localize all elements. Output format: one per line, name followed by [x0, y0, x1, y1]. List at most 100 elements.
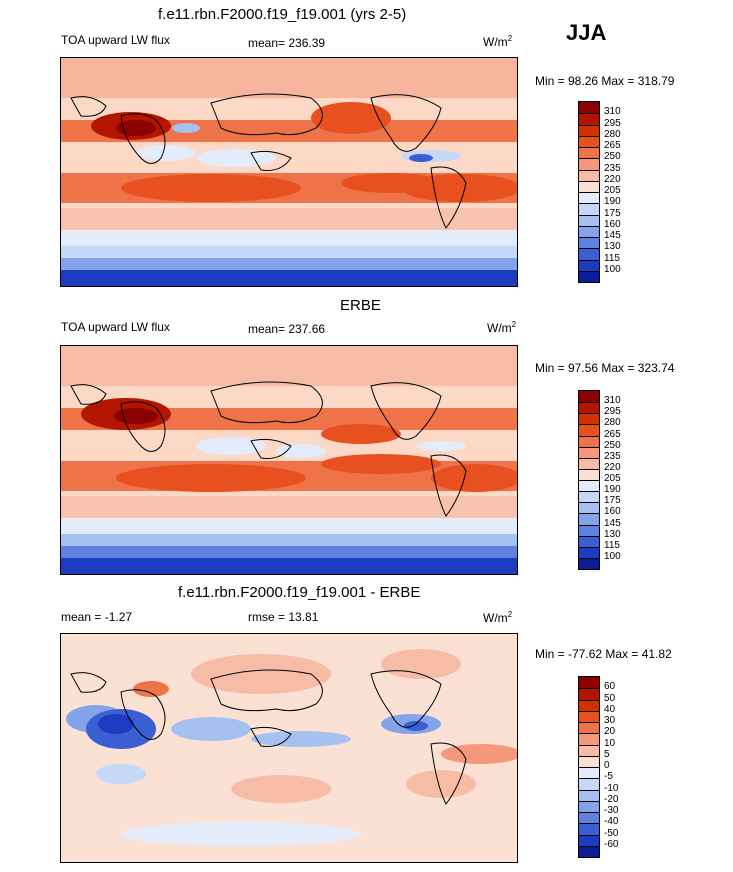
colorbar-tick-label: 310 [604, 106, 621, 118]
season-label: JJA [566, 20, 607, 45]
colorbar-box [579, 744, 599, 756]
colorbar-tick-label: 5 [604, 748, 610, 760]
colorbar-tick-label: 190 [604, 484, 621, 496]
colorbar-tick-label: 205 [604, 473, 621, 484]
panel3-minmax: Min = -77.62 Max = 41.82 [535, 647, 672, 661]
colorbar-box [579, 688, 599, 700]
colorbar-tick-label: 250 [604, 439, 621, 451]
panel2-variable-label: TOA upward LW flux [61, 320, 170, 334]
colorbar-tick-label: 265 [604, 140, 621, 151]
colorbar-tick-label: 145 [604, 517, 621, 529]
panel3-colorbar [578, 676, 600, 858]
colorbar-box [579, 435, 599, 447]
colorbar-tick-label: 220 [604, 173, 621, 185]
panel3-map [60, 633, 518, 863]
panel1-variable-label: TOA upward LW flux [61, 33, 170, 47]
colorbar-box [579, 135, 599, 147]
colorbar-tick-label: -60 [604, 838, 619, 850]
colorbar-tick-label: 10 [604, 737, 616, 749]
colorbar-tick-label: 40 [604, 703, 616, 715]
colorbar-box [579, 546, 599, 558]
colorbar-tick-label: 160 [604, 506, 621, 518]
colorbar-tick-label: 205 [604, 185, 621, 196]
colorbar-tick-label: -10 [604, 782, 619, 794]
colorbar-tick-label: 160 [604, 218, 621, 230]
colorbar-tick-label: 60 [604, 681, 616, 693]
colorbar-tick-label: 190 [604, 196, 621, 208]
colorbar-tick-label: -5 [604, 771, 613, 783]
colorbar-box [579, 789, 599, 801]
colorbar-tick-label: 20 [604, 726, 616, 738]
colorbar-box [579, 158, 599, 170]
colorbar-box [579, 710, 599, 722]
colorbar-tick-label: -50 [604, 827, 619, 839]
colorbar-box [579, 147, 599, 159]
colorbar-tick-label: 0 [604, 760, 610, 771]
colorbar-box [579, 491, 599, 503]
colorbar-tick-label: -20 [604, 793, 619, 805]
panel1-title: f.e11.rbn.F2000.f19_f19.001 (yrs 2-5) [158, 6, 407, 23]
colorbar-box [579, 778, 599, 790]
colorbar-tick-label: 115 [604, 539, 620, 551]
panel1-mean-label: mean= 236.39 [248, 36, 326, 50]
panel3-rmse-label: rmse = 13.81 [248, 610, 319, 624]
panel3-mean-label: mean = -1.27 [61, 610, 133, 624]
colorbar-tick-label: 295 [604, 117, 621, 129]
colorbar-box [579, 192, 599, 204]
colorbar-tick-label: 130 [604, 241, 621, 253]
colorbar-box [579, 203, 599, 215]
colorbar-box [579, 502, 599, 514]
panel1-map [60, 57, 518, 287]
colorbar-tick-label: 310 [604, 395, 621, 407]
panel1-minmax: Min = 98.26 Max = 318.79 [535, 74, 675, 88]
colorbar-box [579, 535, 599, 547]
colorbar-box [579, 800, 599, 812]
colorbar-tick-label: 100 [604, 263, 621, 275]
colorbar-tick-label: 175 [604, 207, 621, 219]
colorbar-box [579, 113, 599, 125]
colorbar-box [579, 845, 599, 857]
colorbar-box [579, 402, 599, 414]
colorbar-box [579, 557, 599, 569]
colorbar-box [579, 124, 599, 136]
colorbar-box [579, 413, 599, 425]
colorbar-box [579, 391, 599, 403]
colorbar-tick-label: 100 [604, 550, 621, 562]
panel2-map [60, 345, 518, 575]
colorbar-box [579, 480, 599, 492]
colorbar-box [579, 677, 599, 689]
panel1-colorbar [578, 101, 600, 283]
colorbar-box [579, 468, 599, 480]
colorbar-tick-label: 235 [604, 450, 621, 462]
colorbar-box [579, 457, 599, 469]
colorbar-box [579, 722, 599, 734]
colorbar-box [579, 237, 599, 249]
colorbar-box [579, 524, 599, 536]
colorbar-tick-label: -40 [604, 816, 619, 828]
colorbar-box [579, 834, 599, 846]
colorbar-box [579, 424, 599, 436]
panel2-title: ERBE [340, 297, 381, 314]
colorbar-tick-label: 280 [604, 128, 621, 140]
colorbar-tick-label: 220 [604, 461, 621, 473]
colorbar-box [579, 259, 599, 271]
colorbar-box [579, 812, 599, 824]
colorbar-box [579, 513, 599, 525]
colorbar-tick-label: 295 [604, 406, 621, 418]
colorbar-box [579, 733, 599, 745]
colorbar-box [579, 180, 599, 192]
panel2-mean-label: mean= 237.66 [248, 322, 326, 336]
colorbar-tick-label: 145 [604, 230, 621, 241]
colorbar-tick-label: 175 [604, 495, 621, 507]
colorbar-tick-label: 280 [604, 417, 621, 429]
panel3-units: W/m2 [483, 610, 513, 625]
panel2-map-field [61, 346, 517, 574]
colorbar-box [579, 169, 599, 181]
colorbar-tick-label: 30 [604, 715, 616, 726]
panel2-minmax: Min = 97.56 Max = 323.74 [535, 361, 675, 375]
colorbar-box [579, 225, 599, 237]
colorbar-box [579, 755, 599, 767]
colorbar-box [579, 270, 599, 282]
panel3-map-field [61, 634, 517, 862]
colorbar-box [579, 248, 599, 260]
